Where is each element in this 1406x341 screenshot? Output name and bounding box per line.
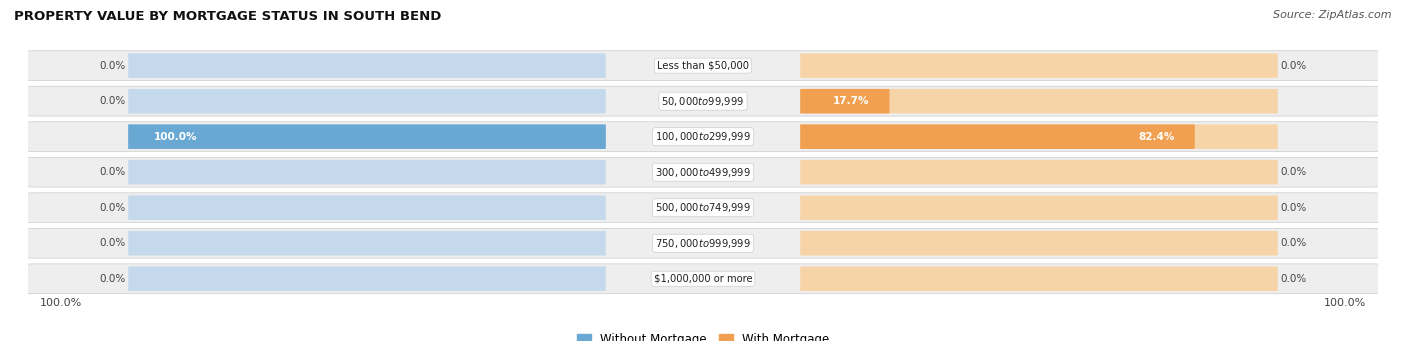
Text: Source: ZipAtlas.com: Source: ZipAtlas.com <box>1274 10 1392 20</box>
Text: 0.0%: 0.0% <box>1281 203 1308 213</box>
Text: $750,000 to $999,999: $750,000 to $999,999 <box>655 237 751 250</box>
Text: 0.0%: 0.0% <box>1281 238 1308 248</box>
Text: $1,000,000 or more: $1,000,000 or more <box>654 274 752 284</box>
FancyBboxPatch shape <box>22 193 1384 223</box>
Text: 100.0%: 100.0% <box>39 298 82 308</box>
Text: 0.0%: 0.0% <box>1281 167 1308 177</box>
Text: 82.4%: 82.4% <box>1139 132 1175 142</box>
FancyBboxPatch shape <box>22 51 1384 80</box>
FancyBboxPatch shape <box>22 157 1384 187</box>
Text: 0.0%: 0.0% <box>98 167 125 177</box>
FancyBboxPatch shape <box>128 124 606 149</box>
Text: PROPERTY VALUE BY MORTGAGE STATUS IN SOUTH BEND: PROPERTY VALUE BY MORTGAGE STATUS IN SOU… <box>14 10 441 23</box>
FancyBboxPatch shape <box>800 160 1278 184</box>
FancyBboxPatch shape <box>128 231 606 255</box>
Text: 0.0%: 0.0% <box>1281 61 1308 71</box>
FancyBboxPatch shape <box>128 160 606 184</box>
FancyBboxPatch shape <box>22 264 1384 294</box>
Legend: Without Mortgage, With Mortgage: Without Mortgage, With Mortgage <box>572 328 834 341</box>
Text: $100,000 to $299,999: $100,000 to $299,999 <box>655 130 751 143</box>
FancyBboxPatch shape <box>800 267 1278 291</box>
FancyBboxPatch shape <box>800 124 1278 149</box>
FancyBboxPatch shape <box>800 124 1195 149</box>
Text: Less than $50,000: Less than $50,000 <box>657 61 749 71</box>
Text: $300,000 to $499,999: $300,000 to $499,999 <box>655 166 751 179</box>
FancyBboxPatch shape <box>128 89 606 114</box>
Text: 0.0%: 0.0% <box>1281 274 1308 284</box>
FancyBboxPatch shape <box>128 267 606 291</box>
Text: 0.0%: 0.0% <box>98 238 125 248</box>
Text: $500,000 to $749,999: $500,000 to $749,999 <box>655 201 751 214</box>
FancyBboxPatch shape <box>128 124 606 149</box>
Text: $50,000 to $99,999: $50,000 to $99,999 <box>661 95 745 108</box>
Text: 100.0%: 100.0% <box>153 132 197 142</box>
FancyBboxPatch shape <box>22 122 1384 152</box>
Text: 0.0%: 0.0% <box>98 203 125 213</box>
FancyBboxPatch shape <box>800 54 1278 78</box>
FancyBboxPatch shape <box>128 54 606 78</box>
FancyBboxPatch shape <box>22 228 1384 258</box>
Text: 0.0%: 0.0% <box>98 61 125 71</box>
FancyBboxPatch shape <box>800 231 1278 255</box>
FancyBboxPatch shape <box>800 89 890 114</box>
FancyBboxPatch shape <box>800 89 1278 114</box>
FancyBboxPatch shape <box>22 86 1384 116</box>
FancyBboxPatch shape <box>128 195 606 220</box>
Text: 100.0%: 100.0% <box>1324 298 1367 308</box>
Text: 17.7%: 17.7% <box>832 96 869 106</box>
FancyBboxPatch shape <box>800 195 1278 220</box>
Text: 0.0%: 0.0% <box>98 96 125 106</box>
Text: 0.0%: 0.0% <box>98 274 125 284</box>
